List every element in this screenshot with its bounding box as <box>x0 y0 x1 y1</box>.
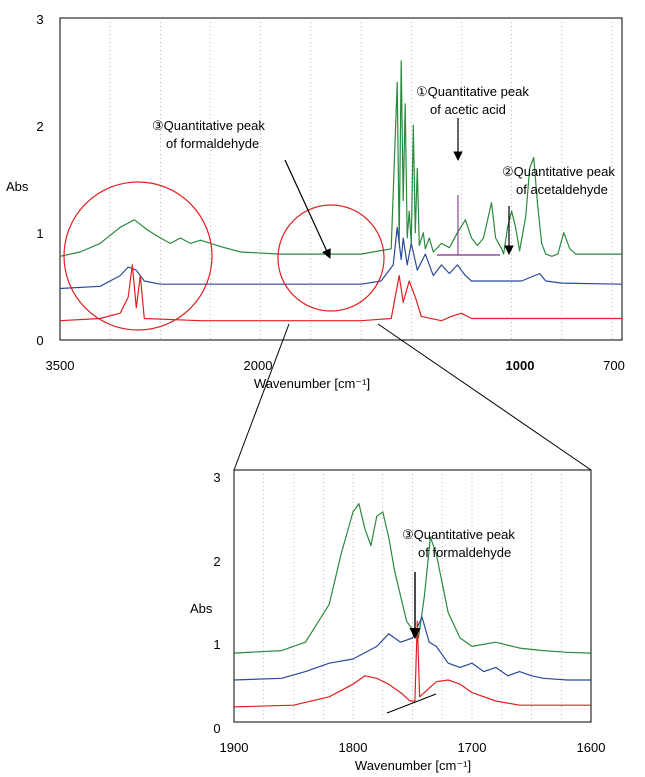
bottom-y-tick-label: 0 <box>213 721 220 736</box>
annotation-acetic-line2: of acetic acid <box>430 102 506 117</box>
annotation-formaldehyde-line1: ③Quantitative peak <box>152 118 265 133</box>
top-y-tick-label: 2 <box>36 119 43 134</box>
top-x-tick-label: 2000 <box>244 358 273 373</box>
bottom-series-line-1 <box>233 616 591 681</box>
bottom-y-axis-label: Abs <box>190 601 213 616</box>
top-series-line-0 <box>59 60 622 257</box>
bottom-x-tick-label: 1600 <box>577 740 606 755</box>
top-series-line-1 <box>59 226 623 290</box>
bottom-y-tick-label: 2 <box>213 554 220 569</box>
zoom-connector-left <box>233 323 290 471</box>
bottom-y-tick-label: 1 <box>213 637 220 652</box>
zoom-connector-right <box>377 323 592 471</box>
highlight-circle-1800 <box>277 204 385 312</box>
bottom-x-axis-label: Wavenumber [cm⁻¹] <box>355 758 471 773</box>
bottom-series-line-2 <box>233 620 591 708</box>
bottom-series-line-0 <box>233 503 592 654</box>
bottom-plot-frame <box>233 469 592 723</box>
top-grid <box>109 18 613 340</box>
top-y-axis-label: Abs <box>6 179 29 194</box>
annotation-formaldehyde-line2: of formaldehyde <box>166 136 259 151</box>
bottom-grid <box>263 470 562 722</box>
bottom-x-tick-label: 1700 <box>458 740 487 755</box>
bottom-series <box>233 503 592 708</box>
bottom-y-tick-label: 3 <box>213 470 220 485</box>
top-x-tick-label: 700 <box>603 358 625 373</box>
top-y-tick-label: 1 <box>36 226 43 241</box>
top-series-line-2 <box>59 264 622 322</box>
bottom-x-tick-label: 1800 <box>339 740 368 755</box>
top-x-tick-label: 1000 <box>506 358 535 373</box>
top-y-tick-label: 0 <box>36 333 43 348</box>
top-chart: 3 2 1 0 Abs 3500 2000 1000 700 Wavenumbe… <box>6 12 625 391</box>
zoom-formaldehyde-baseline <box>386 693 437 714</box>
annotation-formaldehyde-arrow <box>284 159 331 259</box>
annotation-zoom-formaldehyde-line1: ③Quantitative peak <box>402 527 515 542</box>
top-series <box>59 60 623 322</box>
annotation-acetic-line1: ①Quantitative peak <box>416 84 529 99</box>
top-plot-frame <box>59 17 623 341</box>
annotation-acetaldehyde-line2: of acetaldehyde <box>516 182 608 197</box>
bottom-x-tick-label: 1900 <box>220 740 249 755</box>
annotation-zoom-formaldehyde-line2: of formaldehyde <box>418 545 511 560</box>
bottom-chart: 3 2 1 0 Abs 1900 1800 1700 1600 Wavenumb… <box>190 469 606 773</box>
highlight-circle-3200 <box>63 181 213 331</box>
top-x-tick-label: 3500 <box>46 358 75 373</box>
annotation-acetaldehyde-line1: ②Quantitative peak <box>502 164 615 179</box>
top-x-axis-label: Wavenumber [cm⁻¹] <box>254 376 370 391</box>
top-y-tick-label: 3 <box>36 12 43 27</box>
